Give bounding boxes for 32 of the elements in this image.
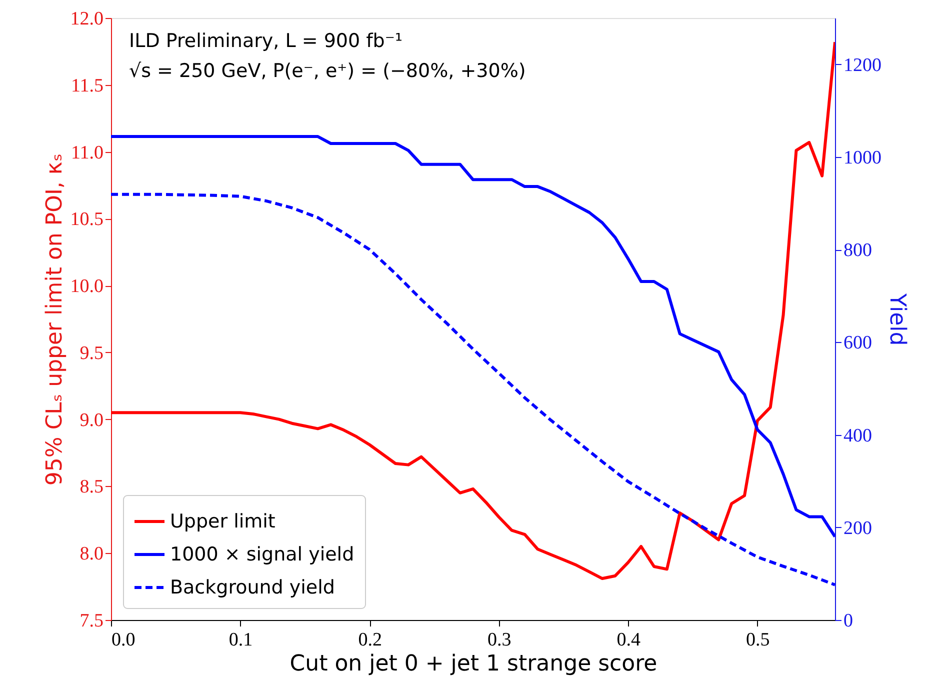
x-axis-title: Cut on jet 0 + jet 1 strange score [290, 652, 658, 676]
y2-tick-label: 400 [844, 425, 872, 446]
annotation: ILD Preliminary, L = 900 fb⁻¹ [129, 30, 403, 52]
y-tick-label: 7.5 [80, 610, 104, 632]
y-tick-label: 10.5 [70, 209, 104, 230]
x-tick-label: 0.0 [112, 630, 136, 650]
x-tick-label: 0.3 [487, 630, 512, 650]
legend-label: Background yield [170, 576, 335, 598]
x-tick-label: 0.2 [358, 630, 382, 650]
y-tick-label: 10.0 [70, 276, 104, 298]
y-tick-label: 9.5 [80, 342, 104, 364]
y-tick-label: 8.0 [80, 544, 104, 565]
y-tick-label: 12.0 [70, 8, 104, 30]
x-tick-label: 0.5 [746, 630, 770, 650]
legend-label: 1000 × signal yield [170, 544, 354, 566]
y2-tick-label: 1000 [844, 147, 882, 168]
y2-tick-label: 600 [844, 332, 872, 354]
y2-tick-label: 800 [844, 240, 872, 262]
x-tick-label: 0.4 [616, 630, 642, 650]
legend-label: Upper limit [170, 510, 276, 532]
annotation: √s = 250 GeV, P(e⁻, e⁺) = (−80%, +30%) [129, 60, 526, 82]
line-series [111, 135, 835, 538]
y-tick-label: 11.5 [70, 75, 104, 96]
y2-axis-title: Yield [884, 292, 910, 346]
y-tick-label: 9.0 [80, 410, 104, 431]
x-tick-label: 0.1 [228, 630, 253, 650]
y-tick-label: 11.0 [70, 142, 104, 164]
y-tick-label: 8.5 [80, 476, 104, 498]
y2-tick-label: 200 [844, 518, 872, 539]
y-axis-title: 95% CLₛ upper limit on POI, κₛ [42, 153, 68, 486]
y2-tick-label: 1200 [844, 54, 882, 76]
y2-tick-label: 0 [844, 610, 853, 632]
